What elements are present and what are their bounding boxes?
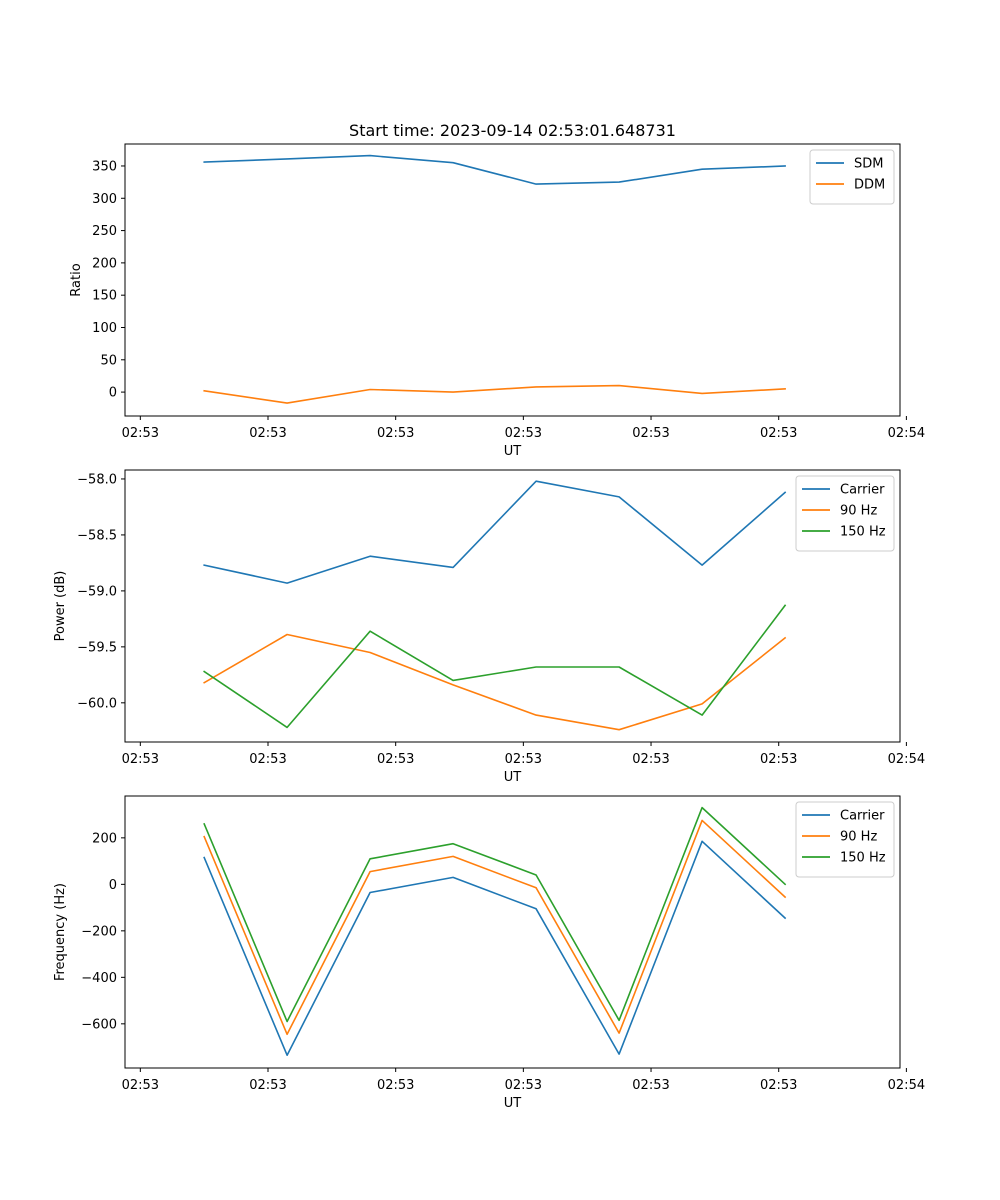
y-tick-label: 0 (109, 386, 117, 401)
legend-label: 90 Hz (840, 504, 877, 519)
subplot-2: −60.0 −59.5 −59.0 −58.5 −58.0 02:53 02:53 02:53… (53, 469, 925, 785)
legend-label: Carrier (840, 483, 885, 498)
x-tick-label: 02:53 (122, 426, 159, 441)
x-tick-label: 02:53 (377, 752, 414, 767)
x-tick-label: 02:53 (122, 752, 159, 767)
y-tick-label: 50 (100, 353, 117, 368)
legend-label: SDM (854, 157, 883, 172)
series-line-90-hz (203, 819, 787, 1036)
legend-box (795, 475, 895, 552)
legend: Carrier 90 Hz 150 Hz (795, 475, 895, 552)
y-tick-label: 300 (92, 192, 117, 207)
y-axis-label: Power (dB) (53, 571, 68, 642)
x-tick-label: 02:53 (505, 426, 542, 441)
y-tick-label: 150 (92, 289, 117, 304)
x-tick-label: 02:53 (122, 1078, 159, 1093)
x-tick-label: 02:54 (888, 752, 925, 767)
x-axis-label: UT (504, 444, 522, 459)
subplot-3: −600 −400 −200 0 200 02:53 02:53 02:53 02:53 02:5… (53, 795, 925, 1111)
series-line-carrier (203, 840, 787, 1056)
x-tick-label: 02:53 (505, 752, 542, 767)
x-tick-label: 02:53 (505, 1078, 542, 1093)
legend-label: DDM (854, 178, 885, 193)
x-tick-label: 02:53 (632, 1078, 669, 1093)
x-tick-label: 02:53 (632, 426, 669, 441)
x-axis-label: UT (504, 770, 522, 785)
axes-frame (124, 795, 901, 1069)
legend-label: 150 Hz (840, 525, 886, 540)
x-tick-label: 02:53 (377, 426, 414, 441)
y-tick-label: 350 (92, 159, 117, 174)
x-tick-label: 02:53 (377, 1078, 414, 1093)
y-tick-label: 0 (109, 878, 117, 893)
subplot-1: 0 50 100 150 200 250 300 350 02:53 02:53 02:53 02:5… (69, 143, 925, 459)
x-tick-label: 02:53 (632, 752, 669, 767)
x-tick-label: 02:54 (888, 1078, 925, 1093)
y-tick-label: 200 (92, 256, 117, 271)
x-tick-label: 02:53 (249, 752, 286, 767)
legend-label: 90 Hz (840, 830, 877, 845)
y-tick-label: −58.5 (77, 528, 117, 543)
y-axis-label: Ratio (69, 263, 84, 296)
series-line-ddm (203, 384, 786, 404)
y-tick-label: −600 (81, 1017, 117, 1032)
x-tick-label: 02:53 (760, 752, 797, 767)
legend-box (795, 801, 895, 878)
series-line-150-hz (203, 806, 787, 1023)
x-axis-label: UT (504, 1096, 522, 1111)
x-tick-label: 02:53 (249, 426, 286, 441)
y-tick-label: −58.0 (77, 472, 117, 487)
series-line-150-hz (203, 604, 787, 729)
y-axis-label: Frequency (Hz) (53, 883, 68, 981)
axes-frame (124, 143, 901, 417)
legend-label: Carrier (840, 809, 885, 824)
series-line-carrier (203, 480, 787, 584)
y-tick-label: −400 (81, 971, 117, 986)
x-tick-label: 02:53 (249, 1078, 286, 1093)
figure-title: Start time: 2023-09-14 02:53:01.648731 (349, 121, 676, 140)
axes-frame (124, 469, 901, 743)
y-tick-label: 250 (92, 224, 117, 239)
y-tick-label: 100 (92, 321, 117, 336)
y-tick-label: −59.5 (77, 640, 117, 655)
x-tick-label: 02:53 (760, 426, 797, 441)
legend: SDM DDM (809, 149, 895, 205)
y-tick-label: 200 (92, 831, 117, 846)
y-tick-label: −200 (81, 924, 117, 939)
y-tick-label: −59.0 (77, 584, 117, 599)
series-line-sdm (203, 154, 786, 185)
y-tick-label: −60.0 (77, 696, 117, 711)
x-tick-label: 02:54 (888, 426, 925, 441)
subplots: 0 50 100 150 200 250 300 350 02:53 02:53 02:53 02:5… (53, 143, 925, 1111)
x-tick-label: 02:53 (760, 1078, 797, 1093)
legend-label: 150 Hz (840, 851, 886, 866)
legend: Carrier 90 Hz 150 Hz (795, 801, 895, 878)
series-line-90-hz (203, 633, 787, 731)
